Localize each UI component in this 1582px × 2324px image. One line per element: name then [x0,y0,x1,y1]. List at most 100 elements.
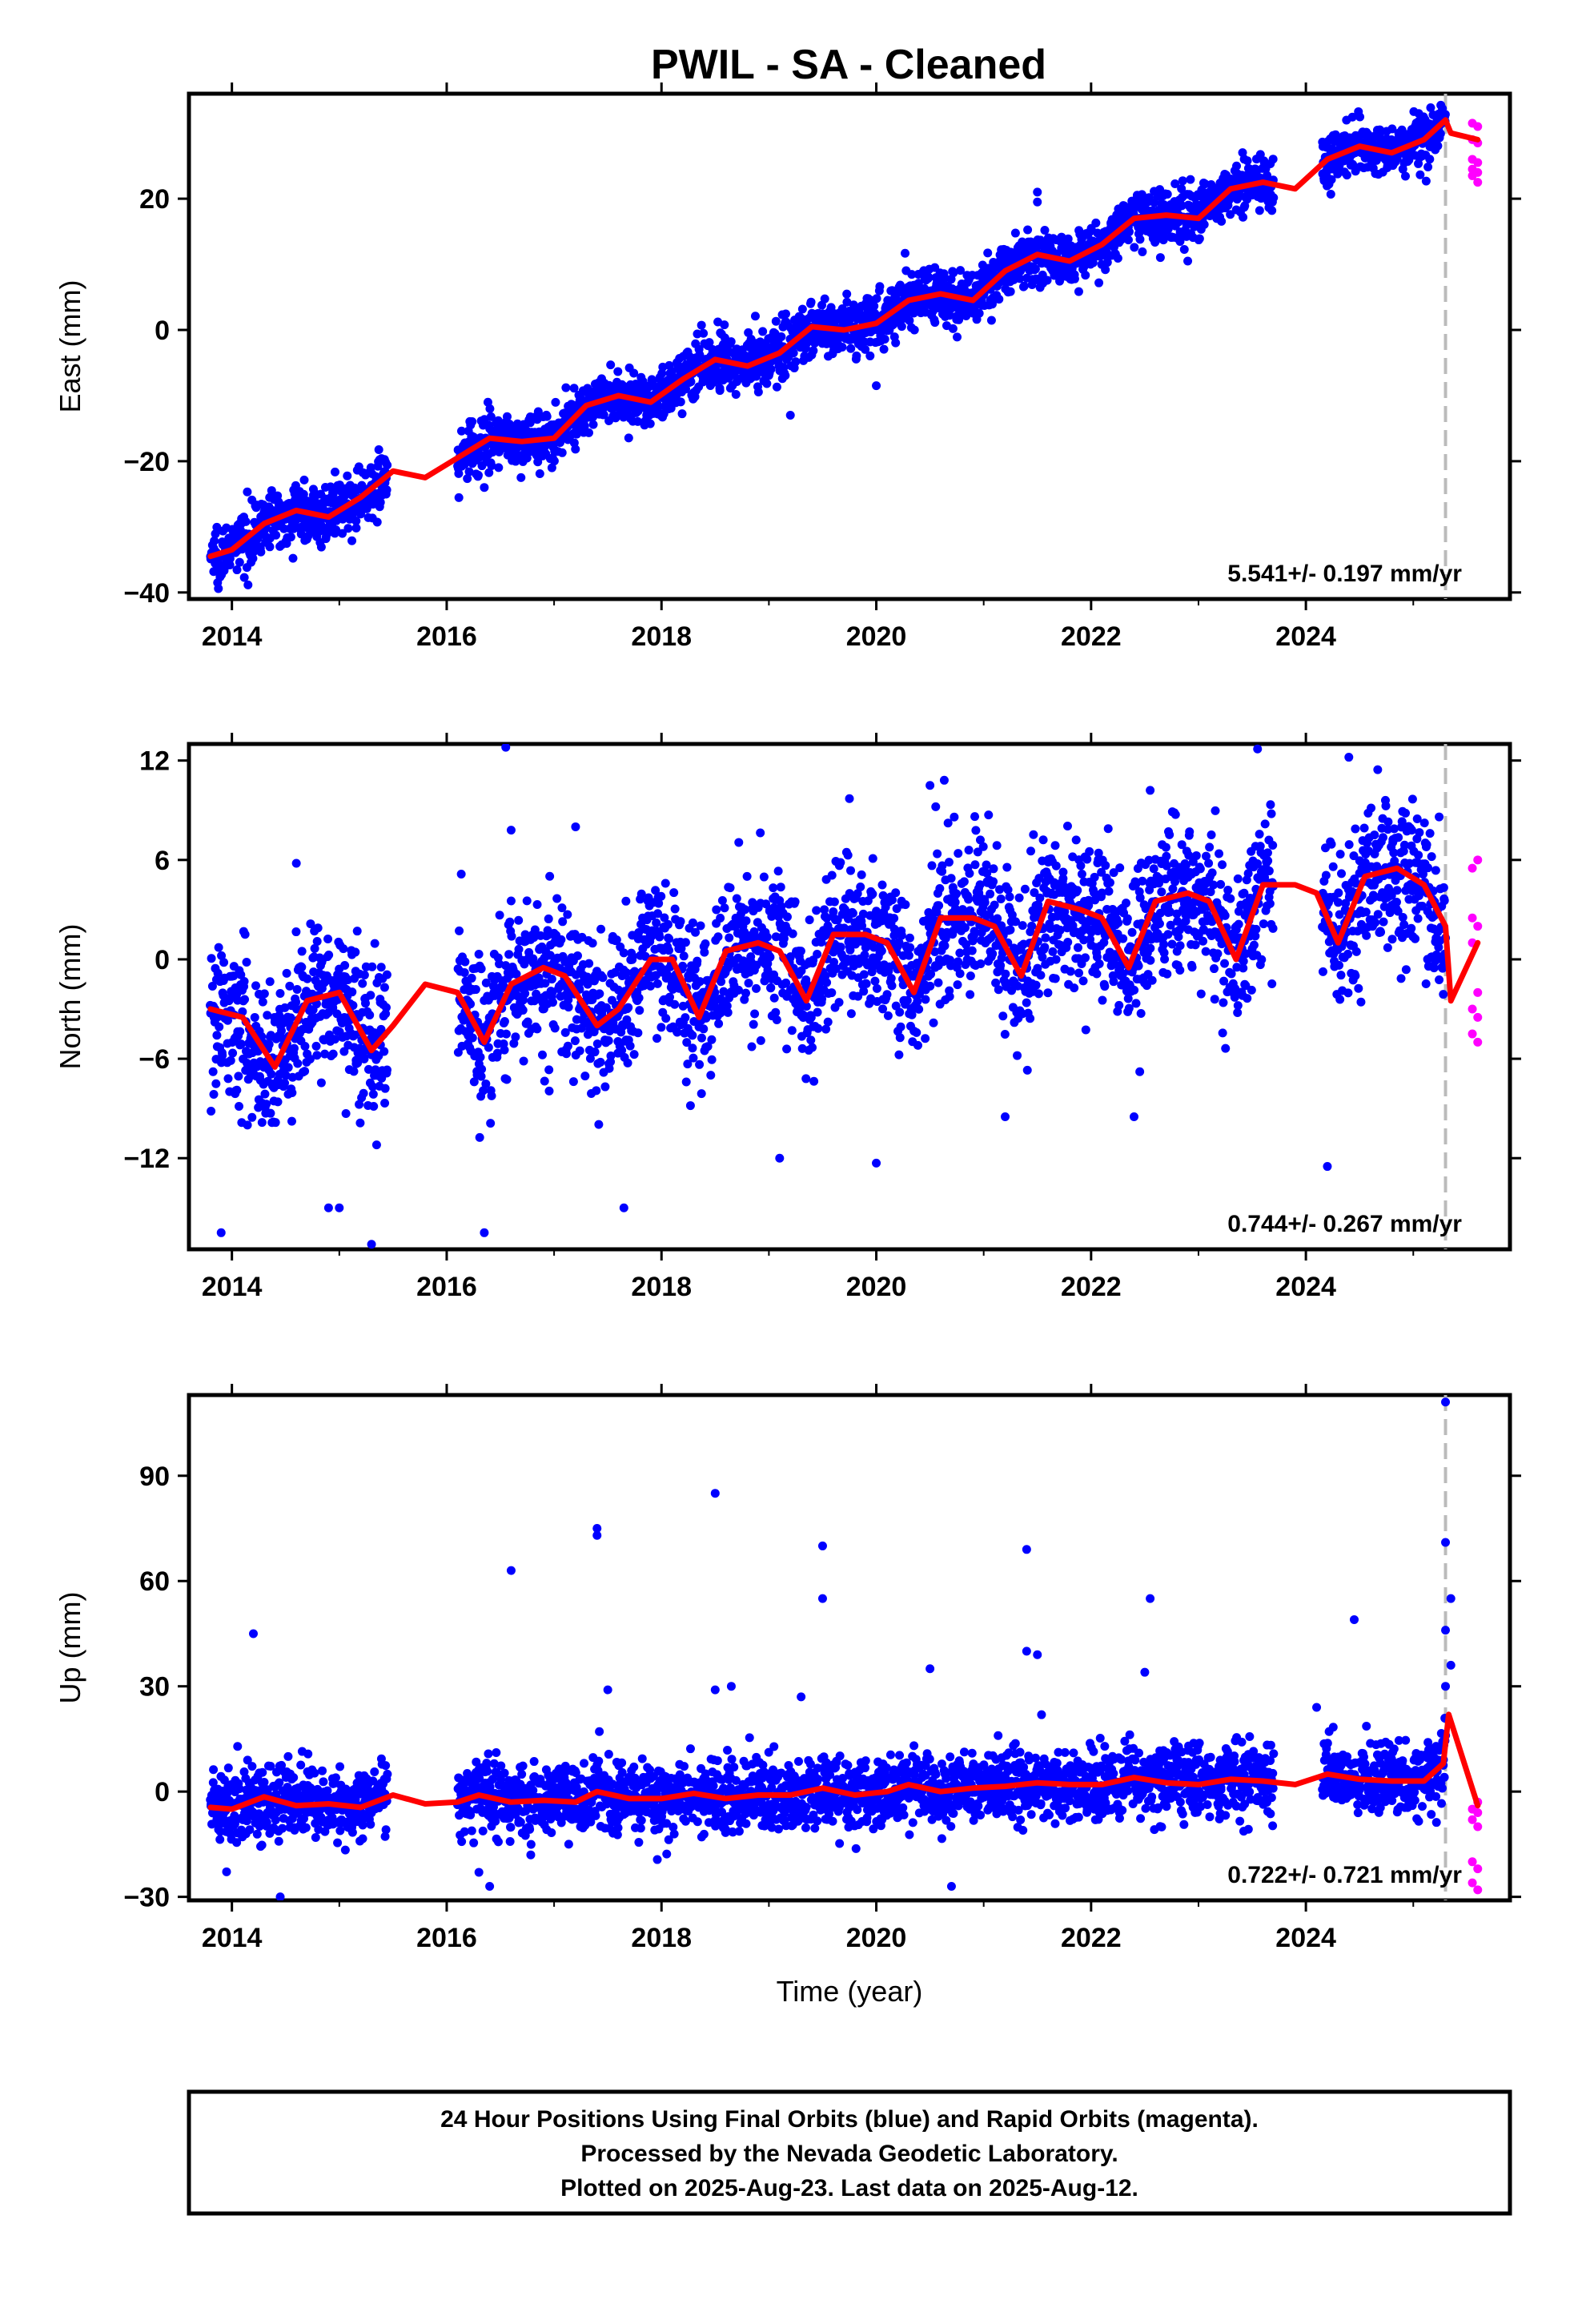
data-point [966,990,975,999]
data-point [843,850,853,860]
data-point [669,888,679,898]
data-point [211,1079,221,1088]
data-point [500,1045,509,1055]
data-point [505,917,515,927]
data-point [1177,184,1186,194]
data-point [857,870,866,879]
data-point [286,1013,295,1023]
data-point [381,1003,391,1012]
data-point [514,915,524,925]
data-point [713,932,723,942]
data-point [878,1004,888,1014]
data-point [763,966,773,975]
data-point [1199,219,1209,229]
data-point [861,344,870,354]
x-tick-label: 2020 [846,1272,907,1302]
data-point [629,1050,639,1059]
data-point [1130,243,1139,252]
data-point [954,315,964,324]
data-point [976,959,986,968]
x-tick-label: 2016 [416,621,477,652]
data-point [801,1002,811,1011]
data-point [207,982,217,991]
data-point [280,1078,290,1088]
data-point [547,975,556,984]
data-point [813,1007,822,1017]
data-point [809,1076,819,1086]
data-point [913,997,922,1007]
data-point [275,989,285,999]
data-point [991,978,1001,987]
data-point [875,282,885,292]
data-point [707,1035,717,1044]
data-point [891,338,901,348]
data-point [723,1007,733,1017]
data-point [623,1058,632,1068]
data-point [691,927,701,937]
data-point [996,961,1006,971]
data-point [330,1035,339,1044]
data-point [1435,129,1445,139]
data-point [552,894,562,903]
data-point [988,949,998,959]
data-point [218,1051,227,1060]
data-point [970,860,980,870]
data-point [606,1051,616,1060]
data-point [347,536,357,545]
data-point [994,295,1004,304]
data-point [571,444,580,454]
data-point [575,1046,584,1055]
data-point [481,1079,491,1088]
data-point [313,923,323,933]
data-point [568,1077,578,1087]
data-point [250,1012,259,1022]
data-point [256,547,266,557]
data-point [1015,274,1025,283]
data-point [725,933,734,943]
data-point [474,949,484,959]
data-point [664,946,673,955]
data-point [558,917,568,927]
data-point [619,948,628,958]
data-point [720,903,729,913]
data-point [820,294,829,304]
data-point [701,1013,711,1023]
rapid-point [1473,167,1483,177]
data-point [733,985,743,995]
x-tick-label: 2024 [1275,621,1336,652]
data-point [949,268,958,278]
data-point [953,332,962,342]
data-point [588,939,597,948]
data-point [477,1064,487,1074]
data-point [676,397,685,407]
data-point [823,1017,833,1027]
data-point [271,530,281,540]
data-point [841,907,850,916]
outlier-point [1183,256,1193,266]
data-point [725,883,735,893]
data-point [382,485,391,495]
data-point [809,346,818,356]
data-point [909,325,919,335]
data-point [341,1109,351,1119]
data-point [1186,175,1195,184]
data-point [688,1043,697,1053]
data-point [1002,862,1012,872]
rapid-point [1473,178,1483,187]
data-point [1387,124,1397,134]
data-point [954,849,963,858]
data-point [1022,1065,1032,1075]
data-point [580,1072,590,1081]
data-point [1029,830,1038,839]
data-point [741,905,750,915]
data-point [886,974,896,983]
data-point [1102,258,1112,267]
data-point [548,998,557,1007]
data-point [236,1039,246,1049]
data-point [512,969,521,979]
data-point [677,943,686,953]
data-point [1041,933,1050,943]
data-point [343,524,353,533]
data-point [374,445,383,455]
data-point [1113,254,1122,263]
